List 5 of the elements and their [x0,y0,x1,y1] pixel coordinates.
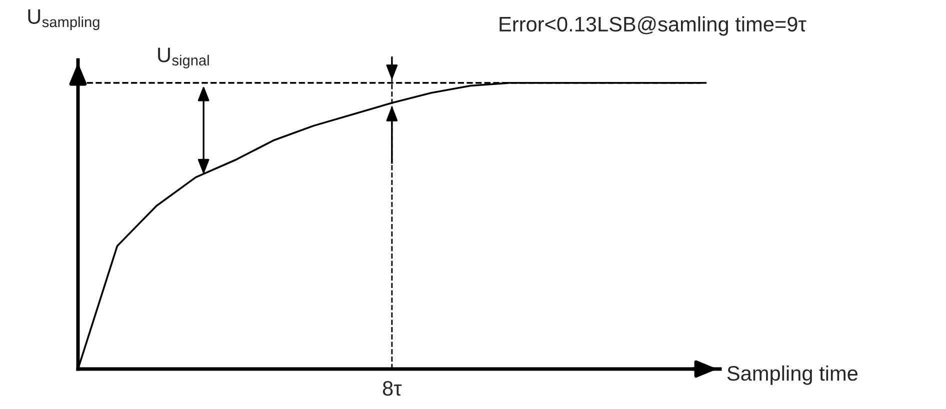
text: Error<0.13LSB@samling time=9τ [500,16,806,36]
y-axis-title: U$_{sampling}$ [28,9,100,30]
ref-line-label: U$_{signal}$ [158,48,209,68]
text: 8τ [382,380,402,396]
x-axis-title: Sampling time [727,365,858,385]
